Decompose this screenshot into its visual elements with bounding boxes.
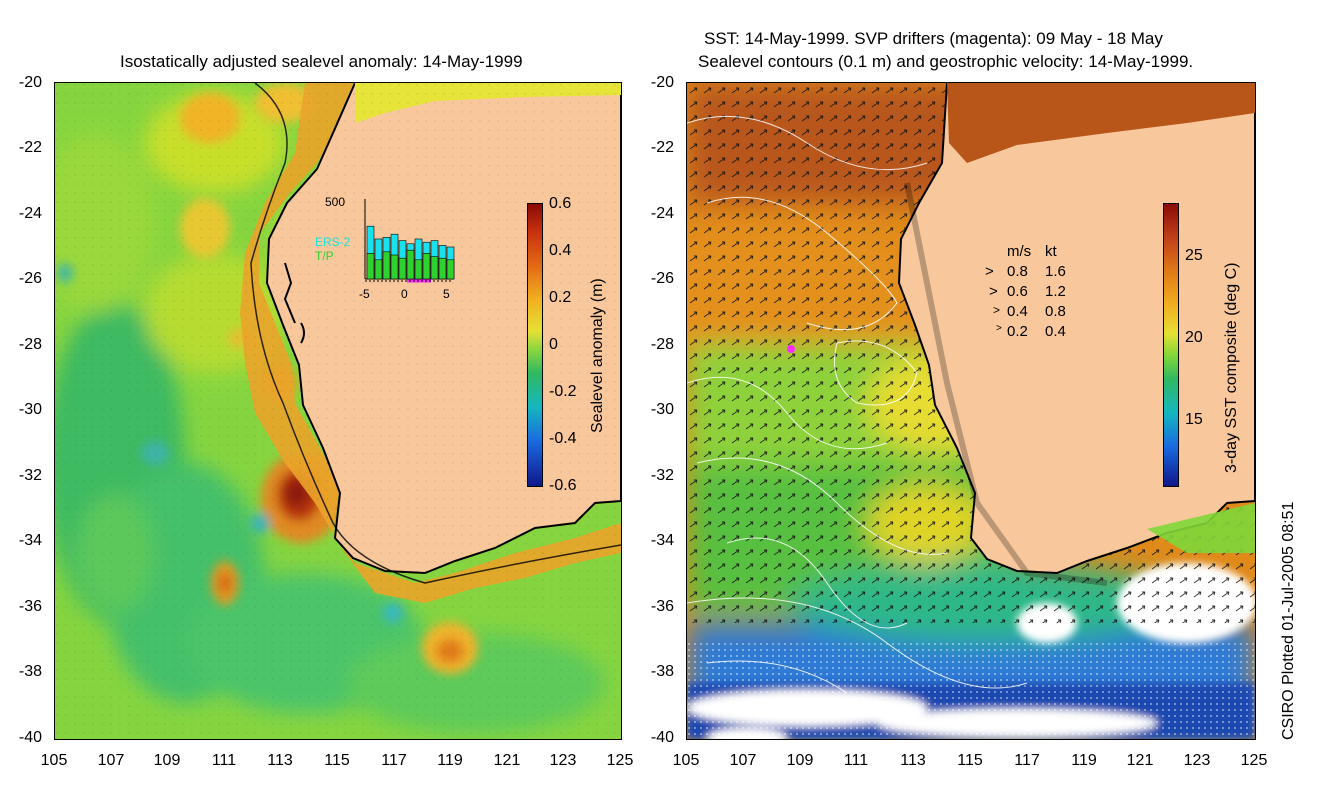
drifter-marker	[787, 345, 795, 353]
inset-tp-bar	[374, 259, 383, 280]
velocity-legend-kt-1: 1.2	[1045, 283, 1066, 300]
inset-xtick-5: 5	[443, 287, 450, 301]
inset-tp-bar	[414, 259, 423, 280]
sealevel-tick-4: -0.2	[549, 383, 577, 400]
velocity-legend-ms-2: 0.4	[1007, 303, 1028, 320]
left-ytick-0: -20	[18, 74, 42, 91]
velocity-arrow-icon: >	[985, 263, 994, 280]
inset-xtick-neg5: -5	[359, 287, 370, 301]
right-ytick-9: -38	[650, 663, 674, 680]
sealevel-colorbar-label: Sealevel anomaly (m)	[589, 278, 606, 433]
left-xtick-10: 125	[606, 752, 634, 769]
velocity-legend-header-kt: kt	[1045, 243, 1057, 260]
right-xtick-0: 105	[672, 752, 700, 769]
inset-tp-label: T/P	[315, 249, 334, 263]
right-panel-title-line1: SST: 14-May-1999. SVP drifters (magenta)…	[704, 29, 1163, 48]
sst-map: m/s kt > 0.8 1.6 > 0.6 1.2 > 0.4 0.8 > 0…	[686, 82, 1256, 740]
right-xtick-5: 115	[957, 752, 983, 769]
left-xtick-0: 105	[40, 752, 68, 769]
left-panel-title: Isostatically adjusted sealevel anomaly:…	[120, 52, 523, 71]
right-ytick-1: -22	[650, 139, 674, 156]
right-panel-title-line2: Sealevel contours (0.1 m) and geostrophi…	[698, 52, 1194, 71]
inset-tp-bar	[438, 257, 447, 280]
left-ytick-8: -36	[18, 598, 42, 615]
inset-tp-bar	[382, 251, 391, 280]
sealevel-colorbar	[527, 203, 543, 487]
right-xtick-3: 111	[843, 752, 869, 769]
sst-colorbar-label: 3-day SST composite (deg C)	[1223, 262, 1240, 473]
left-ytick-6: -32	[18, 467, 42, 484]
left-ytick-7: -34	[18, 532, 42, 549]
right-ytick-5: -30	[650, 401, 674, 418]
sealevel-tick-5: -0.4	[549, 430, 577, 447]
left-ytick-3: -26	[18, 270, 42, 287]
sst-tick-15: 15	[1185, 411, 1203, 428]
right-xtick-2: 109	[786, 752, 814, 769]
right-ytick-8: -36	[650, 598, 674, 615]
velocity-arrow-icon: >	[993, 303, 1001, 317]
sealevel-tick-0: 0.6	[549, 195, 572, 212]
right-xtick-1: 107	[729, 752, 757, 769]
right-xtick-7: 119	[1071, 752, 1097, 769]
inset-tp-bar	[366, 253, 375, 280]
left-xtick-1: 107	[97, 752, 125, 769]
right-xtick-8: 121	[1126, 752, 1154, 769]
velocity-legend-ms-3: 0.2	[1007, 323, 1028, 340]
sealevel-tick-2: 0.2	[549, 289, 572, 306]
left-xtick-2: 109	[153, 752, 181, 769]
left-ytick-1: -22	[18, 139, 42, 156]
left-ytick-2: -24	[18, 205, 42, 222]
inset-xtick-0: 0	[401, 287, 408, 301]
plot-credit: CSIRO Plotted 01-Jul-2005 08:51	[1280, 501, 1297, 740]
left-ytick-4: -28	[18, 336, 42, 353]
left-ytick-5: -30	[18, 401, 42, 418]
inset-bars	[364, 199, 455, 283]
sealevel-tick-6: -0.6	[549, 477, 577, 494]
right-xtick-9: 123	[1183, 752, 1211, 769]
right-xtick-10: 125	[1240, 752, 1268, 769]
right-ytick-7: -34	[650, 532, 674, 549]
inset-tp-bar	[406, 249, 415, 280]
velocity-legend-kt-0: 1.6	[1045, 263, 1066, 280]
right-ytick-6: -32	[650, 467, 674, 484]
inset-tp-bar	[398, 257, 407, 280]
sealevel-tick-3: 0	[549, 336, 558, 353]
inset-ers2-label: ERS-2	[315, 235, 351, 249]
pass-count-inset: 500 ERS-2 T/P -5 0 5	[315, 195, 455, 305]
right-ytick-4: -28	[650, 336, 674, 353]
inset-ymax-label: 500	[325, 195, 346, 209]
right-ytick-0: -20	[650, 74, 674, 91]
inset-tp-bar	[422, 253, 431, 280]
left-xtick-9: 123	[549, 752, 577, 769]
left-ytick-10: -40	[18, 729, 42, 746]
left-xtick-6: 117	[381, 752, 407, 769]
velocity-legend-kt-3: 0.4	[1045, 323, 1066, 340]
left-xtick-4: 113	[267, 752, 293, 769]
velocity-legend-ms-0: 0.8	[1007, 263, 1028, 280]
velocity-arrow-icon: >	[996, 323, 1002, 334]
right-xtick-4: 113	[900, 752, 926, 769]
left-xtick-3: 111	[211, 752, 237, 769]
velocity-arrow-icon: >	[989, 283, 998, 300]
inset-tp-bar	[430, 256, 439, 280]
sealevel-anomaly-map: 500 ERS-2 T/P -5 0 5 0.6 0.4 0.2 0 -0.2 …	[54, 82, 622, 740]
velocity-legend-header-ms: m/s	[1007, 243, 1032, 260]
right-xtick-6: 117	[1014, 752, 1040, 769]
velocity-legend-kt-2: 0.8	[1045, 303, 1066, 320]
inset-tp-bar	[390, 254, 399, 280]
sst-colorbar	[1163, 203, 1179, 487]
sst-tick-20: 20	[1185, 329, 1203, 346]
sst-tick-25: 25	[1185, 247, 1203, 264]
left-xtick-5: 115	[324, 752, 350, 769]
right-ytick-2: -24	[650, 205, 674, 222]
inset-tp-bar	[446, 259, 455, 280]
right-ytick-3: -26	[650, 270, 674, 287]
left-xtick-7: 119	[437, 752, 463, 769]
right-ytick-10: -40	[650, 729, 674, 746]
left-ytick-9: -38	[18, 663, 42, 680]
sst-map-graphic	[687, 83, 1255, 739]
left-xtick-8: 121	[493, 752, 521, 769]
velocity-legend-ms-1: 0.6	[1007, 283, 1028, 300]
sealevel-tick-1: 0.4	[549, 242, 572, 259]
